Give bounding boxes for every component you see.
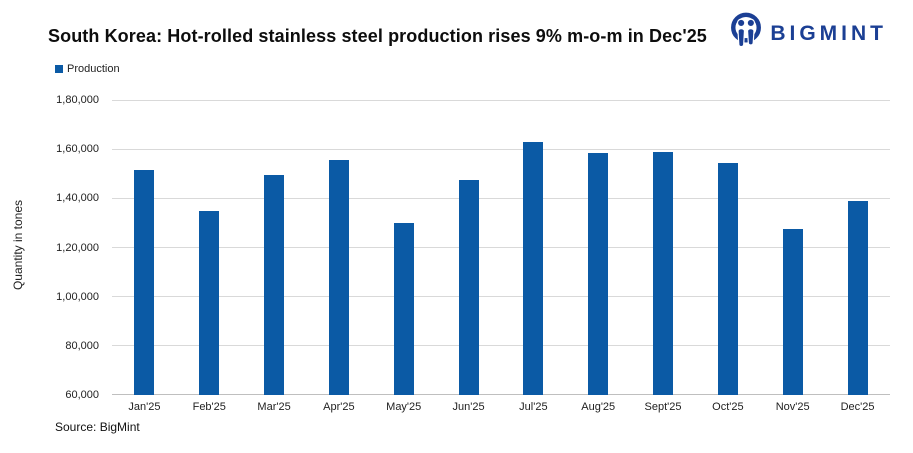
gridline <box>112 394 890 395</box>
x-axis-tick-labels: Jan'25 Feb'25 Mar'25 Apr'25 May'25 Jun'25 Jul'… <box>112 401 890 413</box>
y-tick-label: 1,00,000 <box>56 290 99 303</box>
y-tick-label: 1,20,000 <box>56 241 99 254</box>
bar-dec25 <box>847 200 868 395</box>
legend-marker-icon <box>55 65 63 73</box>
bar-column <box>242 100 307 395</box>
bar-column <box>436 100 501 395</box>
x-tick-label: Jun'25 <box>452 401 485 413</box>
x-tick-label: Feb'25 <box>192 401 226 413</box>
bigmint-people-icon <box>729 11 763 56</box>
y-tick-label: 80,000 <box>65 339 99 352</box>
x-tick-label: Oct'25 <box>712 401 744 413</box>
bar-oct25 <box>717 162 738 395</box>
bar-apr25 <box>328 160 349 395</box>
y-tick-label: 1,60,000 <box>56 143 99 156</box>
gridline <box>112 148 890 150</box>
bar-mar25 <box>264 174 285 395</box>
y-axis-tick-labels: 60,000 80,000 1,00,000 1,20,000 1,40,000 1,60… <box>30 94 105 401</box>
bar-jul25 <box>523 141 544 395</box>
bar-column <box>760 100 825 395</box>
bar-column <box>695 100 760 395</box>
bar-column <box>825 100 890 395</box>
bar-nov25 <box>782 229 803 395</box>
bigmint-logo: BIGMINT <box>729 11 887 56</box>
source-label: Source: BigMint <box>55 420 140 434</box>
bar-column <box>112 100 177 395</box>
bar-jun25 <box>458 179 479 395</box>
gridline <box>112 247 890 248</box>
bigmint-logo-text: BIGMINT <box>770 21 887 45</box>
x-tick-label: Sept'25 <box>644 401 682 413</box>
bar-aug25 <box>588 152 609 395</box>
gridline <box>112 345 890 347</box>
x-tick-label: Nov'25 <box>775 401 810 413</box>
gridline <box>112 99 890 101</box>
x-tick-label: Jul'25 <box>519 401 548 413</box>
bars <box>112 100 890 395</box>
plot-area <box>112 99 890 395</box>
y-tick-label: 1,80,000 <box>56 94 99 106</box>
bar-jan25 <box>134 170 155 395</box>
chart-title: South Korea: Hot-rolled stainless steel … <box>48 26 707 46</box>
bar-sept25 <box>653 151 674 395</box>
x-tick-label: Jan'25 <box>128 401 161 413</box>
y-tick-label: 60,000 <box>65 389 99 401</box>
y-axis-title: Quantity in tones <box>11 199 25 291</box>
bar-column <box>566 100 631 395</box>
x-tick-label: May'25 <box>386 401 422 413</box>
chart-legend: Production <box>55 63 120 75</box>
bar-column <box>501 100 566 395</box>
x-tick-label: Apr'25 <box>323 401 355 413</box>
x-tick-label: Aug'25 <box>581 401 616 413</box>
bar-column <box>371 100 436 395</box>
bar-column <box>631 100 696 395</box>
gridline <box>112 296 890 298</box>
y-tick-label: 1,40,000 <box>56 192 99 205</box>
legend-label: Production <box>67 63 120 75</box>
bar-may25 <box>393 222 414 395</box>
bar-column <box>306 100 371 395</box>
gridline <box>112 197 890 199</box>
x-tick-label: Mar'25 <box>257 401 291 413</box>
bar-feb25 <box>199 210 220 395</box>
x-tick-label: Dec'25 <box>840 401 875 413</box>
bar-column <box>177 100 242 395</box>
